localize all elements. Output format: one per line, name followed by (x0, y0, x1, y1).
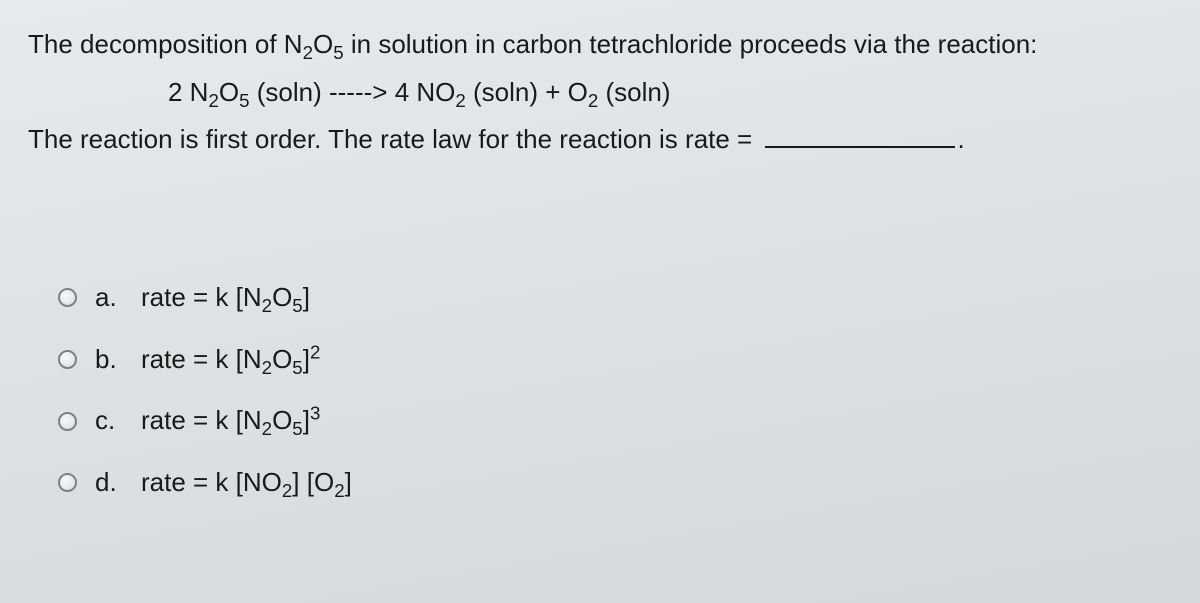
text: ] (303, 282, 310, 312)
text: (soln) (598, 77, 670, 107)
radio-icon[interactable] (58, 412, 77, 431)
text: 4 NO (395, 77, 456, 107)
sub: 2 (455, 90, 465, 111)
sub: 2 (282, 480, 292, 501)
stem-line-1: The decomposition of N2O5 in solution in… (28, 26, 1180, 64)
text: ] (345, 467, 352, 497)
sub: 5 (333, 42, 343, 63)
equation: 2 N2O5 (soln) -----> 4 NO2 (soln) + O2 (… (28, 74, 1180, 112)
fill-blank (765, 125, 955, 148)
arrow: -----> (322, 77, 395, 107)
sub: 2 (208, 90, 218, 111)
sub: 2 (262, 295, 272, 316)
text: ] (303, 344, 310, 374)
sub: 5 (292, 419, 302, 440)
option-a[interactable]: a. rate = k [N2O5] (58, 279, 1180, 317)
option-text: rate = k [NO2] [O2] (141, 464, 1180, 502)
option-letter: d. (95, 464, 123, 502)
sub: 5 (292, 357, 302, 378)
text: O (272, 282, 292, 312)
option-c[interactable]: c. rate = k [N2O5]3 (58, 402, 1180, 440)
text: The reaction is first order. The rate la… (28, 124, 759, 154)
sup: 2 (310, 341, 320, 362)
answer-options: a. rate = k [N2O5] b. rate = k [N2O5]2 c… (28, 279, 1180, 502)
sub: 2 (303, 42, 313, 63)
text: The decomposition of N (28, 29, 303, 59)
option-text: rate = k [N2O5]2 (141, 341, 1180, 379)
text: ] [O (292, 467, 334, 497)
option-b[interactable]: b. rate = k [N2O5]2 (58, 341, 1180, 379)
option-text: rate = k [N2O5] (141, 279, 1180, 317)
text: (soln) (250, 77, 322, 107)
text: . (957, 124, 964, 154)
text: rate = k [N (141, 405, 262, 435)
text: O (219, 77, 239, 107)
sub: 2 (334, 480, 344, 501)
text: O (272, 344, 292, 374)
option-letter: b. (95, 341, 123, 379)
stem-line-3: The reaction is first order. The rate la… (28, 121, 1180, 159)
sub: 2 (262, 419, 272, 440)
option-d[interactable]: d. rate = k [NO2] [O2] (58, 464, 1180, 502)
text: O (272, 405, 292, 435)
radio-icon[interactable] (58, 288, 77, 307)
radio-icon[interactable] (58, 473, 77, 492)
text: rate = k [NO (141, 467, 282, 497)
option-letter: a. (95, 279, 123, 317)
sup: 3 (310, 403, 320, 424)
text: rate = k [N (141, 344, 262, 374)
sub: 2 (262, 357, 272, 378)
text: 2 N (168, 77, 208, 107)
text: rate = k [N (141, 282, 262, 312)
text: ] (303, 405, 310, 435)
radio-icon[interactable] (58, 350, 77, 369)
sub: 5 (292, 295, 302, 316)
text: (soln) (466, 77, 538, 107)
sub: 2 (588, 90, 598, 111)
text: O (313, 29, 333, 59)
sub: 5 (239, 90, 249, 111)
option-text: rate = k [N2O5]3 (141, 402, 1180, 440)
text: + O (538, 77, 588, 107)
text: in solution in carbon tetrachloride proc… (344, 29, 1038, 59)
question-stem: The decomposition of N2O5 in solution in… (28, 26, 1180, 159)
option-letter: c. (95, 402, 123, 440)
